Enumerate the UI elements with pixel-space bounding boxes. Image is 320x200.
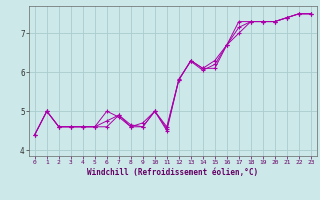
X-axis label: Windchill (Refroidissement éolien,°C): Windchill (Refroidissement éolien,°C): [87, 168, 258, 177]
